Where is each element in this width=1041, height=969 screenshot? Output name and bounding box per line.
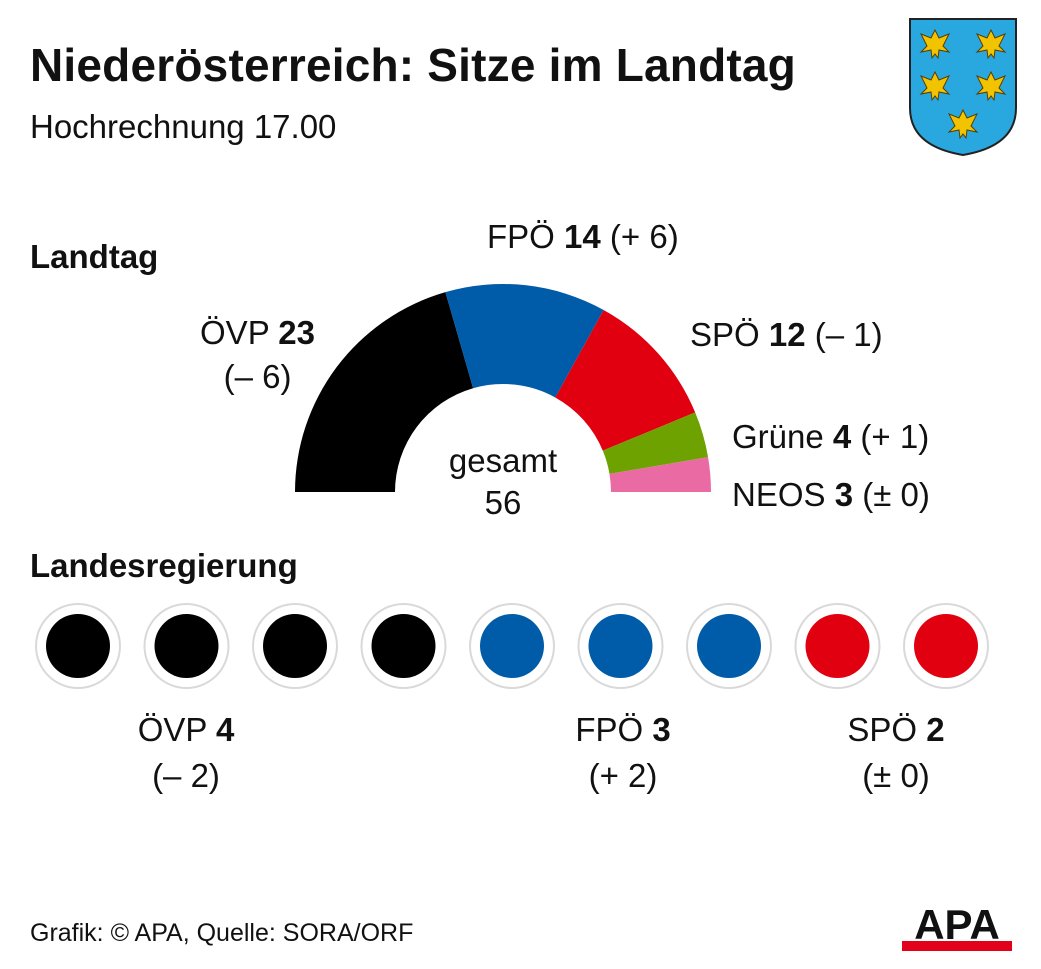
seat-dot-spoe: [914, 614, 978, 678]
neos-seat-label: NEOS 3 (± 0): [732, 476, 930, 513]
seat-dot-fpoe: [697, 614, 761, 678]
landesregierung-heading: Landesregierung: [30, 547, 298, 584]
svg-text:APA: APA: [914, 903, 1000, 948]
oevp-seat-label: ÖVP 23 (– 6): [200, 314, 315, 395]
seat-segment-fpoe: [445, 283, 604, 398]
seat-dot-oevp: [371, 614, 436, 678]
seat-dot-fpoe: [588, 614, 653, 678]
lower-austria-crest-icon: [909, 18, 1017, 157]
page-title: Niederösterreich: Sitze im Landtag: [30, 39, 796, 91]
gov-fpoe-label: FPÖ 3 (+ 2): [575, 711, 671, 794]
page-subtitle: Hochrechnung 17.00: [30, 108, 337, 145]
seat-segment-spoe: [555, 309, 696, 451]
gov-oevp-label: ÖVP 4 (– 2): [137, 711, 235, 794]
seat-dot-oevp: [154, 614, 219, 678]
seat-segment-neos: [609, 457, 711, 492]
seat-dot-spoe: [805, 614, 870, 678]
landtag-heading: Landtag: [30, 238, 159, 275]
gruene-seat-label: Grüne 4 (+ 1): [732, 418, 930, 455]
apa-logo-icon: APA: [902, 903, 1012, 951]
seat-dot-oevp: [46, 614, 110, 678]
fpoe-seat-label: FPÖ 14 (+ 6): [487, 218, 679, 255]
seat-dot-oevp: [263, 614, 327, 678]
seat-dot-fpoe: [480, 614, 544, 678]
source-credit: Grafik: © APA, Quelle: SORA/ORF: [30, 919, 414, 947]
total-seats-label: gesamt 56: [448, 442, 558, 521]
seat-segment-gruene: [602, 412, 709, 474]
government-seat-dots: [35, 603, 989, 689]
gov-spoe-label: SPÖ 2 (± 0): [847, 711, 945, 794]
seat-segment-oevp: [295, 292, 474, 492]
spoe-seat-label: SPÖ 12 (– 1): [690, 316, 883, 353]
